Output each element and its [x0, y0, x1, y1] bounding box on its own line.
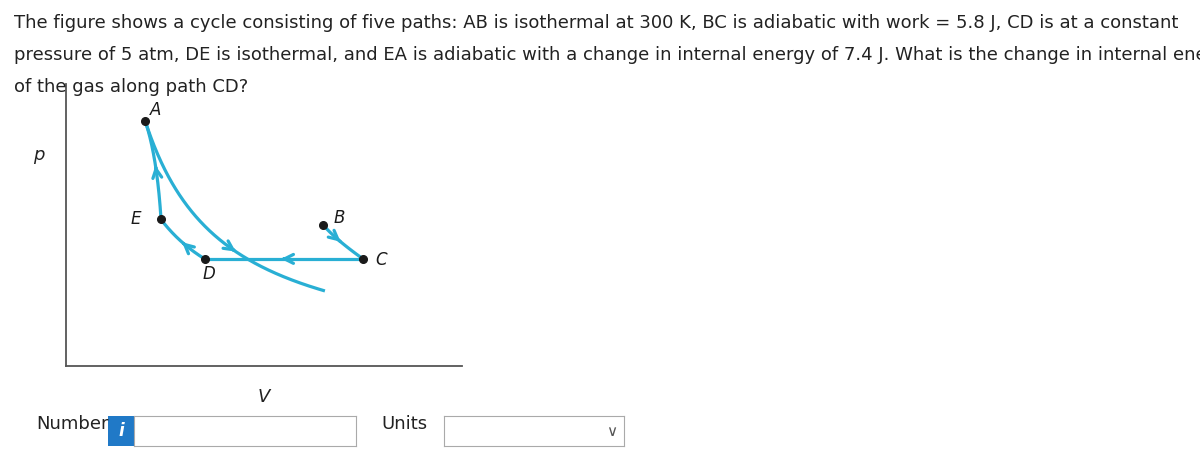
Text: B: B — [334, 209, 344, 227]
Text: pressure of 5 atm, DE is isothermal, and EA is adiabatic with a change in intern: pressure of 5 atm, DE is isothermal, and… — [14, 46, 1200, 64]
Text: p: p — [32, 146, 44, 164]
Text: A: A — [150, 101, 161, 119]
Text: C: C — [376, 251, 386, 269]
Text: ∨: ∨ — [606, 424, 617, 439]
Text: of the gas along path CD?: of the gas along path CD? — [14, 78, 248, 96]
Text: i: i — [119, 422, 124, 440]
Text: V: V — [258, 388, 270, 406]
Text: D: D — [202, 265, 215, 283]
Text: The figure shows a cycle consisting of five paths: AB is isothermal at 300 K, BC: The figure shows a cycle consisting of f… — [14, 14, 1178, 32]
Text: Units: Units — [382, 416, 427, 433]
Text: E: E — [130, 211, 140, 228]
Text: Number: Number — [36, 416, 108, 433]
